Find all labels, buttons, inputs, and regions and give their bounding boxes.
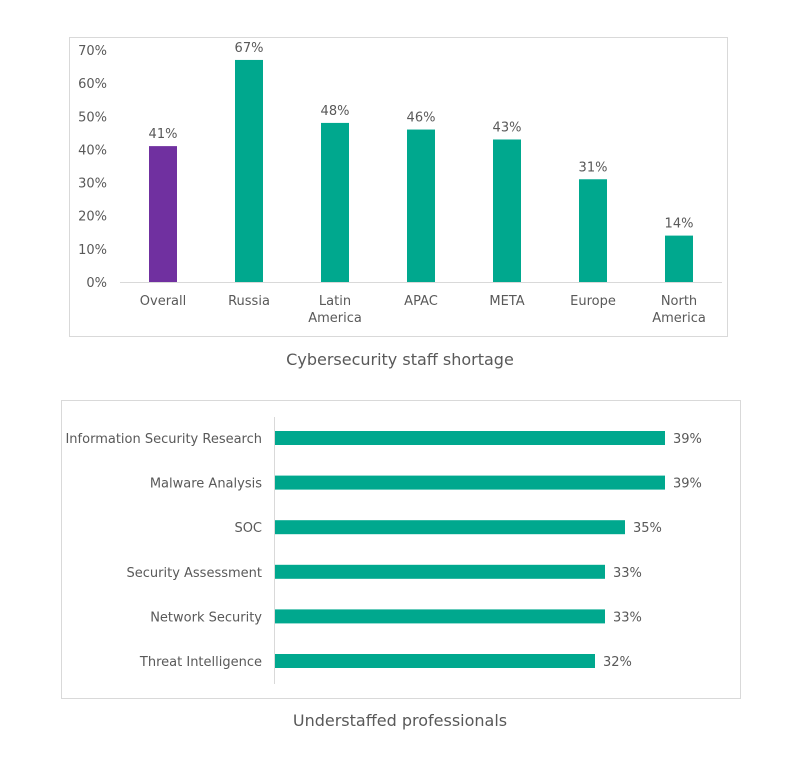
y-tick-label: 40% [78,143,107,158]
y-tick-label: 10% [78,243,107,258]
y-tick-label: Network Security [150,610,262,625]
y-tick-label: Security Assessment [127,566,263,581]
bar-malware-analysis [275,475,665,490]
bar-threat-intelligence [275,654,595,668]
x-tick-label: Latin [319,294,351,309]
bar-information-security-research [275,431,665,445]
data-label: 33% [613,566,642,581]
data-label: 48% [321,104,350,119]
x-tick-label: META [489,294,524,309]
data-label: 39% [673,432,702,447]
data-label: 32% [603,655,632,670]
x-tick-label: Russia [228,294,270,309]
x-tick-label: America [652,311,706,326]
y-tick-label: SOC [234,521,262,536]
y-tick-label: Threat Intelligence [139,655,262,670]
data-label: 33% [613,610,642,625]
chart2-title: Understaffed professionals [292,711,508,730]
data-label: 14% [665,217,694,232]
data-label: 67% [235,41,264,56]
x-tick-label: Europe [570,294,616,309]
data-label: 41% [149,127,178,142]
bar-russia [235,59,263,282]
bar-soc [275,520,625,535]
x-tick-label: Overall [140,294,186,309]
x-tick-label: APAC [404,294,438,309]
data-label: 43% [493,120,522,135]
bar-latin-america [321,122,349,283]
y-tick-label: 60% [78,77,107,92]
y-tick-label: 50% [78,110,107,125]
y-tick-label: 30% [78,177,107,192]
y-tick-label: 70% [78,44,107,59]
data-label: 46% [407,111,436,126]
chart1-title: Cybersecurity staff shortage [286,350,514,369]
bar-network-security [275,609,605,624]
y-tick-label: 0% [86,276,107,291]
bar-europe [579,179,607,282]
bar-overall [149,146,177,282]
chart2-frame [61,400,741,699]
bar-north-america [665,235,693,282]
y-tick-label: Information Security Research [65,432,262,447]
x-tick-label: North [661,294,697,309]
x-tick-label: America [308,311,362,326]
chart1-frame [69,37,728,337]
data-label: 31% [579,160,608,175]
y-tick-label: Malware Analysis [150,477,262,492]
data-label: 39% [673,477,702,492]
bar-meta [493,139,521,282]
bar-apac [407,129,435,282]
bar-security-assessment [275,564,605,579]
y-tick-label: 20% [78,210,107,225]
data-label: 35% [633,521,662,536]
